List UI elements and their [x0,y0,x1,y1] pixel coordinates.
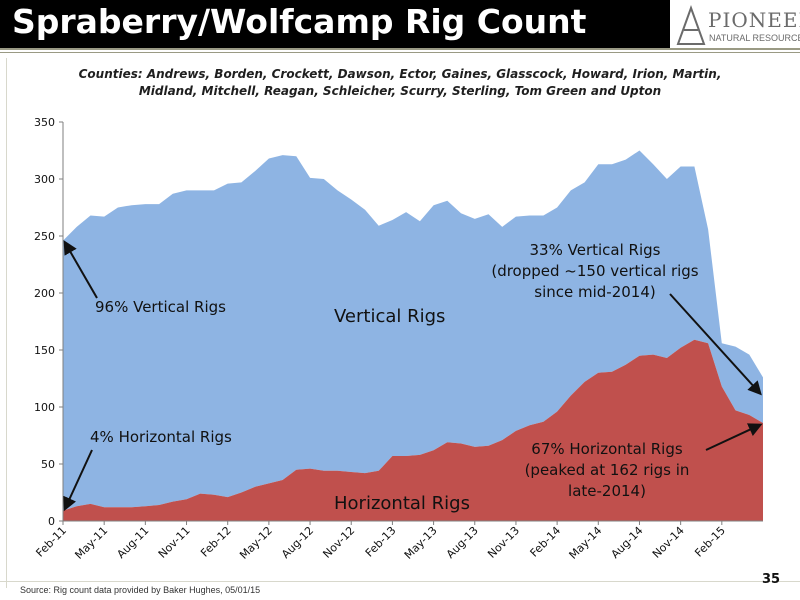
subtitle-line-2: Midland, Mitchell, Reagan, Schleicher, S… [138,84,662,98]
y-tick-label: 250 [34,230,55,243]
x-tick-label: May-11 [72,524,110,562]
x-tick-label: Nov-11 [156,524,193,561]
logo-name: PIONEER [708,8,800,32]
annotation-horizontal-now-line-3: late-2014) [568,482,646,500]
x-tick-label: Aug-12 [279,524,316,561]
y-tick-label: 0 [48,515,55,528]
y-tick-label: 350 [34,116,55,129]
title-divider-thin [0,52,800,53]
annotation-horizontal-pct: 4% Horizontal Rigs [90,428,232,446]
x-tick-label: Aug-11 [114,524,151,561]
logo-mark-icon [676,5,706,45]
x-tick-label: Aug-14 [609,524,646,561]
x-tick-label: May-13 [402,524,440,562]
title-bar: Spraberry/Wolfcamp Rig Count [0,0,670,48]
page-number: 35 [762,572,781,587]
series-area-horizontal-rigs [63,339,763,521]
x-tick-label: Feb-12 [198,524,234,560]
chart-subtitle: Counties: Andrews, Borden, Crockett, Daw… [60,66,740,100]
arrow-vertical-start [63,240,98,299]
x-tick-label: Feb-15 [692,524,728,560]
footer-rule [0,581,800,582]
slide-title: Spraberry/Wolfcamp Rig Count [12,2,587,41]
title-divider [0,48,800,50]
annotation-vertical-area: Vertical Rigs [334,306,446,327]
x-tick-label: Aug-13 [444,524,481,561]
left-accent-rule [6,58,7,588]
annotation-horizontal-now-line-2: (peaked at 162 rigs in [524,461,690,479]
x-tick-label: Nov-13 [485,524,522,561]
x-tick-label: Nov-14 [650,524,687,561]
annotation-vertical-pct: 96% Vertical Rigs [95,298,226,316]
series-area-vertical-rigs [63,150,763,511]
annotation-horizontal-now: 67% Horizontal Rigs (peaked at 162 rigs … [494,439,720,502]
y-tick-label: 200 [34,287,55,300]
annotation-horizontal-now-line-1: 67% Horizontal Rigs [531,440,683,458]
arrow-horizontal-end [705,423,763,451]
annotation-vertical-now-line-1: 33% Vertical Rigs [529,241,661,259]
y-tick-label: 100 [34,401,55,414]
annotation-vertical-now-line-3: since mid-2014) [534,283,656,301]
arrow-horizontal-start [63,449,93,512]
source-note: Source: Rig count data provided by Baker… [20,585,261,595]
x-tick-label: Feb-13 [363,524,399,560]
annotation-vertical-now-line-2: (dropped ~150 vertical rigs [491,262,699,280]
x-tick-label: May-12 [237,524,275,562]
y-tick-label: 300 [34,173,55,186]
annotation-vertical-now: 33% Vertical Rigs (dropped ~150 vertical… [474,240,716,303]
subtitle-line-1: Counties: Andrews, Borden, Crockett, Daw… [78,67,722,81]
y-tick-label: 150 [34,344,55,357]
company-logo: PIONEER NATURAL RESOURCES [676,4,800,48]
x-tick-label: May-14 [567,524,605,562]
x-tick-label: Nov-12 [320,524,357,561]
arrow-vertical-end [669,293,762,396]
x-tick-label: Feb-14 [528,524,564,560]
logo-subtitle: NATURAL RESOURCES [709,33,800,43]
y-tick-label: 50 [41,458,55,471]
x-tick-label: Feb-11 [33,524,69,560]
annotation-horizontal-area: Horizontal Rigs [334,493,470,514]
